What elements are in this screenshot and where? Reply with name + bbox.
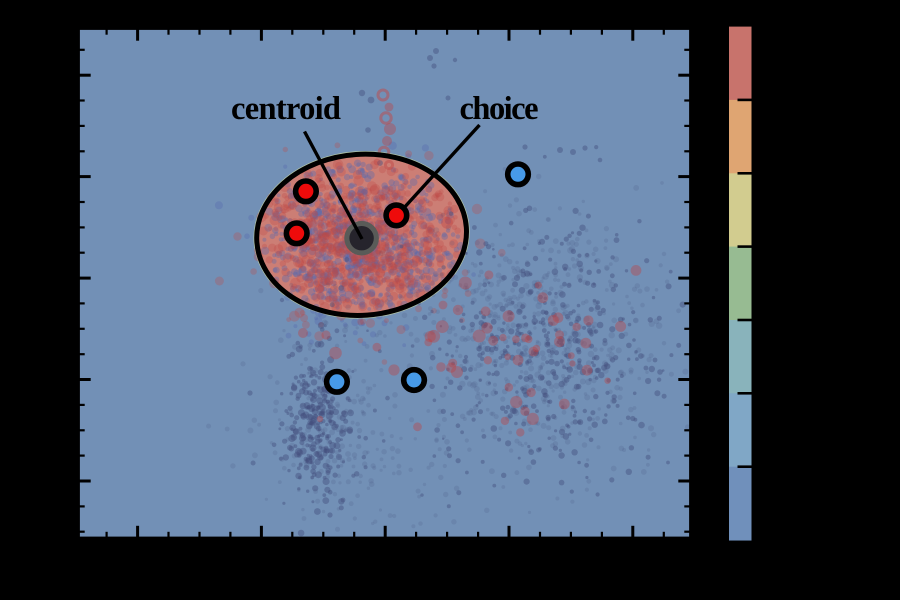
- svg-text:centroid: centroid: [231, 91, 341, 127]
- svg-text:choice: choice: [460, 91, 539, 127]
